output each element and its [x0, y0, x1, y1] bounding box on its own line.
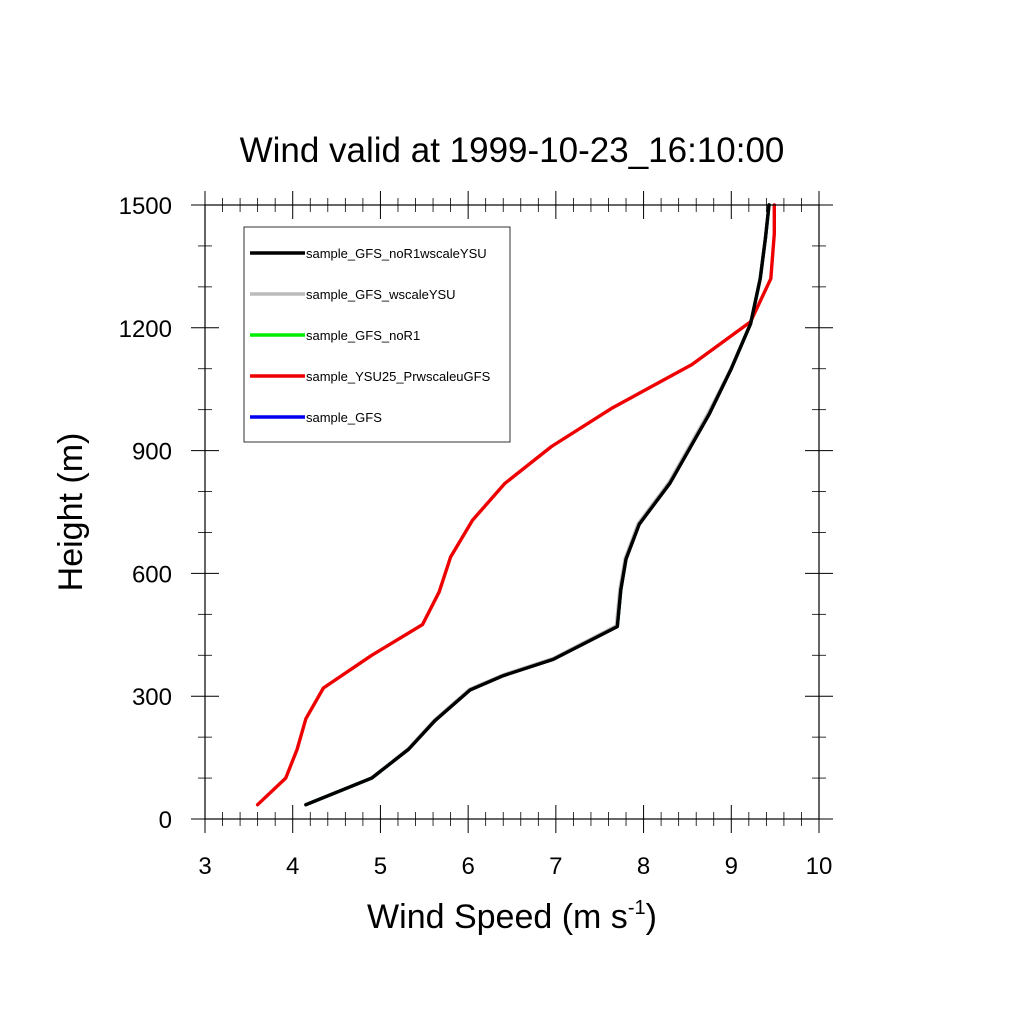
y-tick-label: 0: [159, 807, 172, 834]
x-axis-label-suffix: ): [646, 898, 657, 936]
legend-label: sample_GFS: [306, 410, 382, 425]
legend-label: sample_GFS_noR1wscaleYSU: [306, 246, 487, 261]
y-axis-label: Height (m): [52, 433, 90, 592]
chart-title: Wind valid at 1999-10-23_16:10:00: [240, 131, 785, 170]
legend-label: sample_YSU25_PrwscaleuGFS: [306, 369, 491, 384]
x-tick-label: 3: [198, 853, 211, 880]
x-tick-label: 8: [637, 853, 650, 880]
y-tick-label: 300: [132, 684, 172, 711]
data-series: [255, 203, 776, 807]
series-line-sample-gfs-nor1wscaleysu: [304, 203, 771, 807]
y-tick-label: 1200: [119, 316, 172, 343]
x-axis-label-main: Wind Speed (m s: [367, 898, 628, 936]
y-tick-label: 600: [132, 561, 172, 588]
x-axis-label-superscript: -1: [628, 897, 646, 919]
legend: sample_GFS_noR1wscaleYSU sample_GFS_wscal…: [243, 226, 511, 443]
y-tick-label: 900: [132, 439, 172, 466]
x-tick-label: 10: [806, 853, 833, 880]
legend-label: sample_GFS_noR1: [306, 328, 420, 343]
x-axis-label: Wind Speed (m s-1): [367, 897, 657, 936]
plot-frame: [204, 204, 820, 820]
axis-tick-labels: 3 4 5 6 7 8 9 10 0 300 600 900 1200 1500: [119, 193, 833, 880]
legend-entries: sample_GFS_noR1wscaleYSU sample_GFS_wscal…: [250, 246, 491, 425]
x-tick-label: 9: [725, 853, 738, 880]
x-tick-label: 5: [374, 853, 387, 880]
x-tick-label: 6: [461, 853, 474, 880]
x-tick-label: 7: [549, 853, 562, 880]
y-tick-label: 1500: [119, 193, 172, 220]
x-tick-label: 4: [286, 853, 299, 880]
legend-label: sample_GFS_wscaleYSU: [306, 287, 456, 302]
